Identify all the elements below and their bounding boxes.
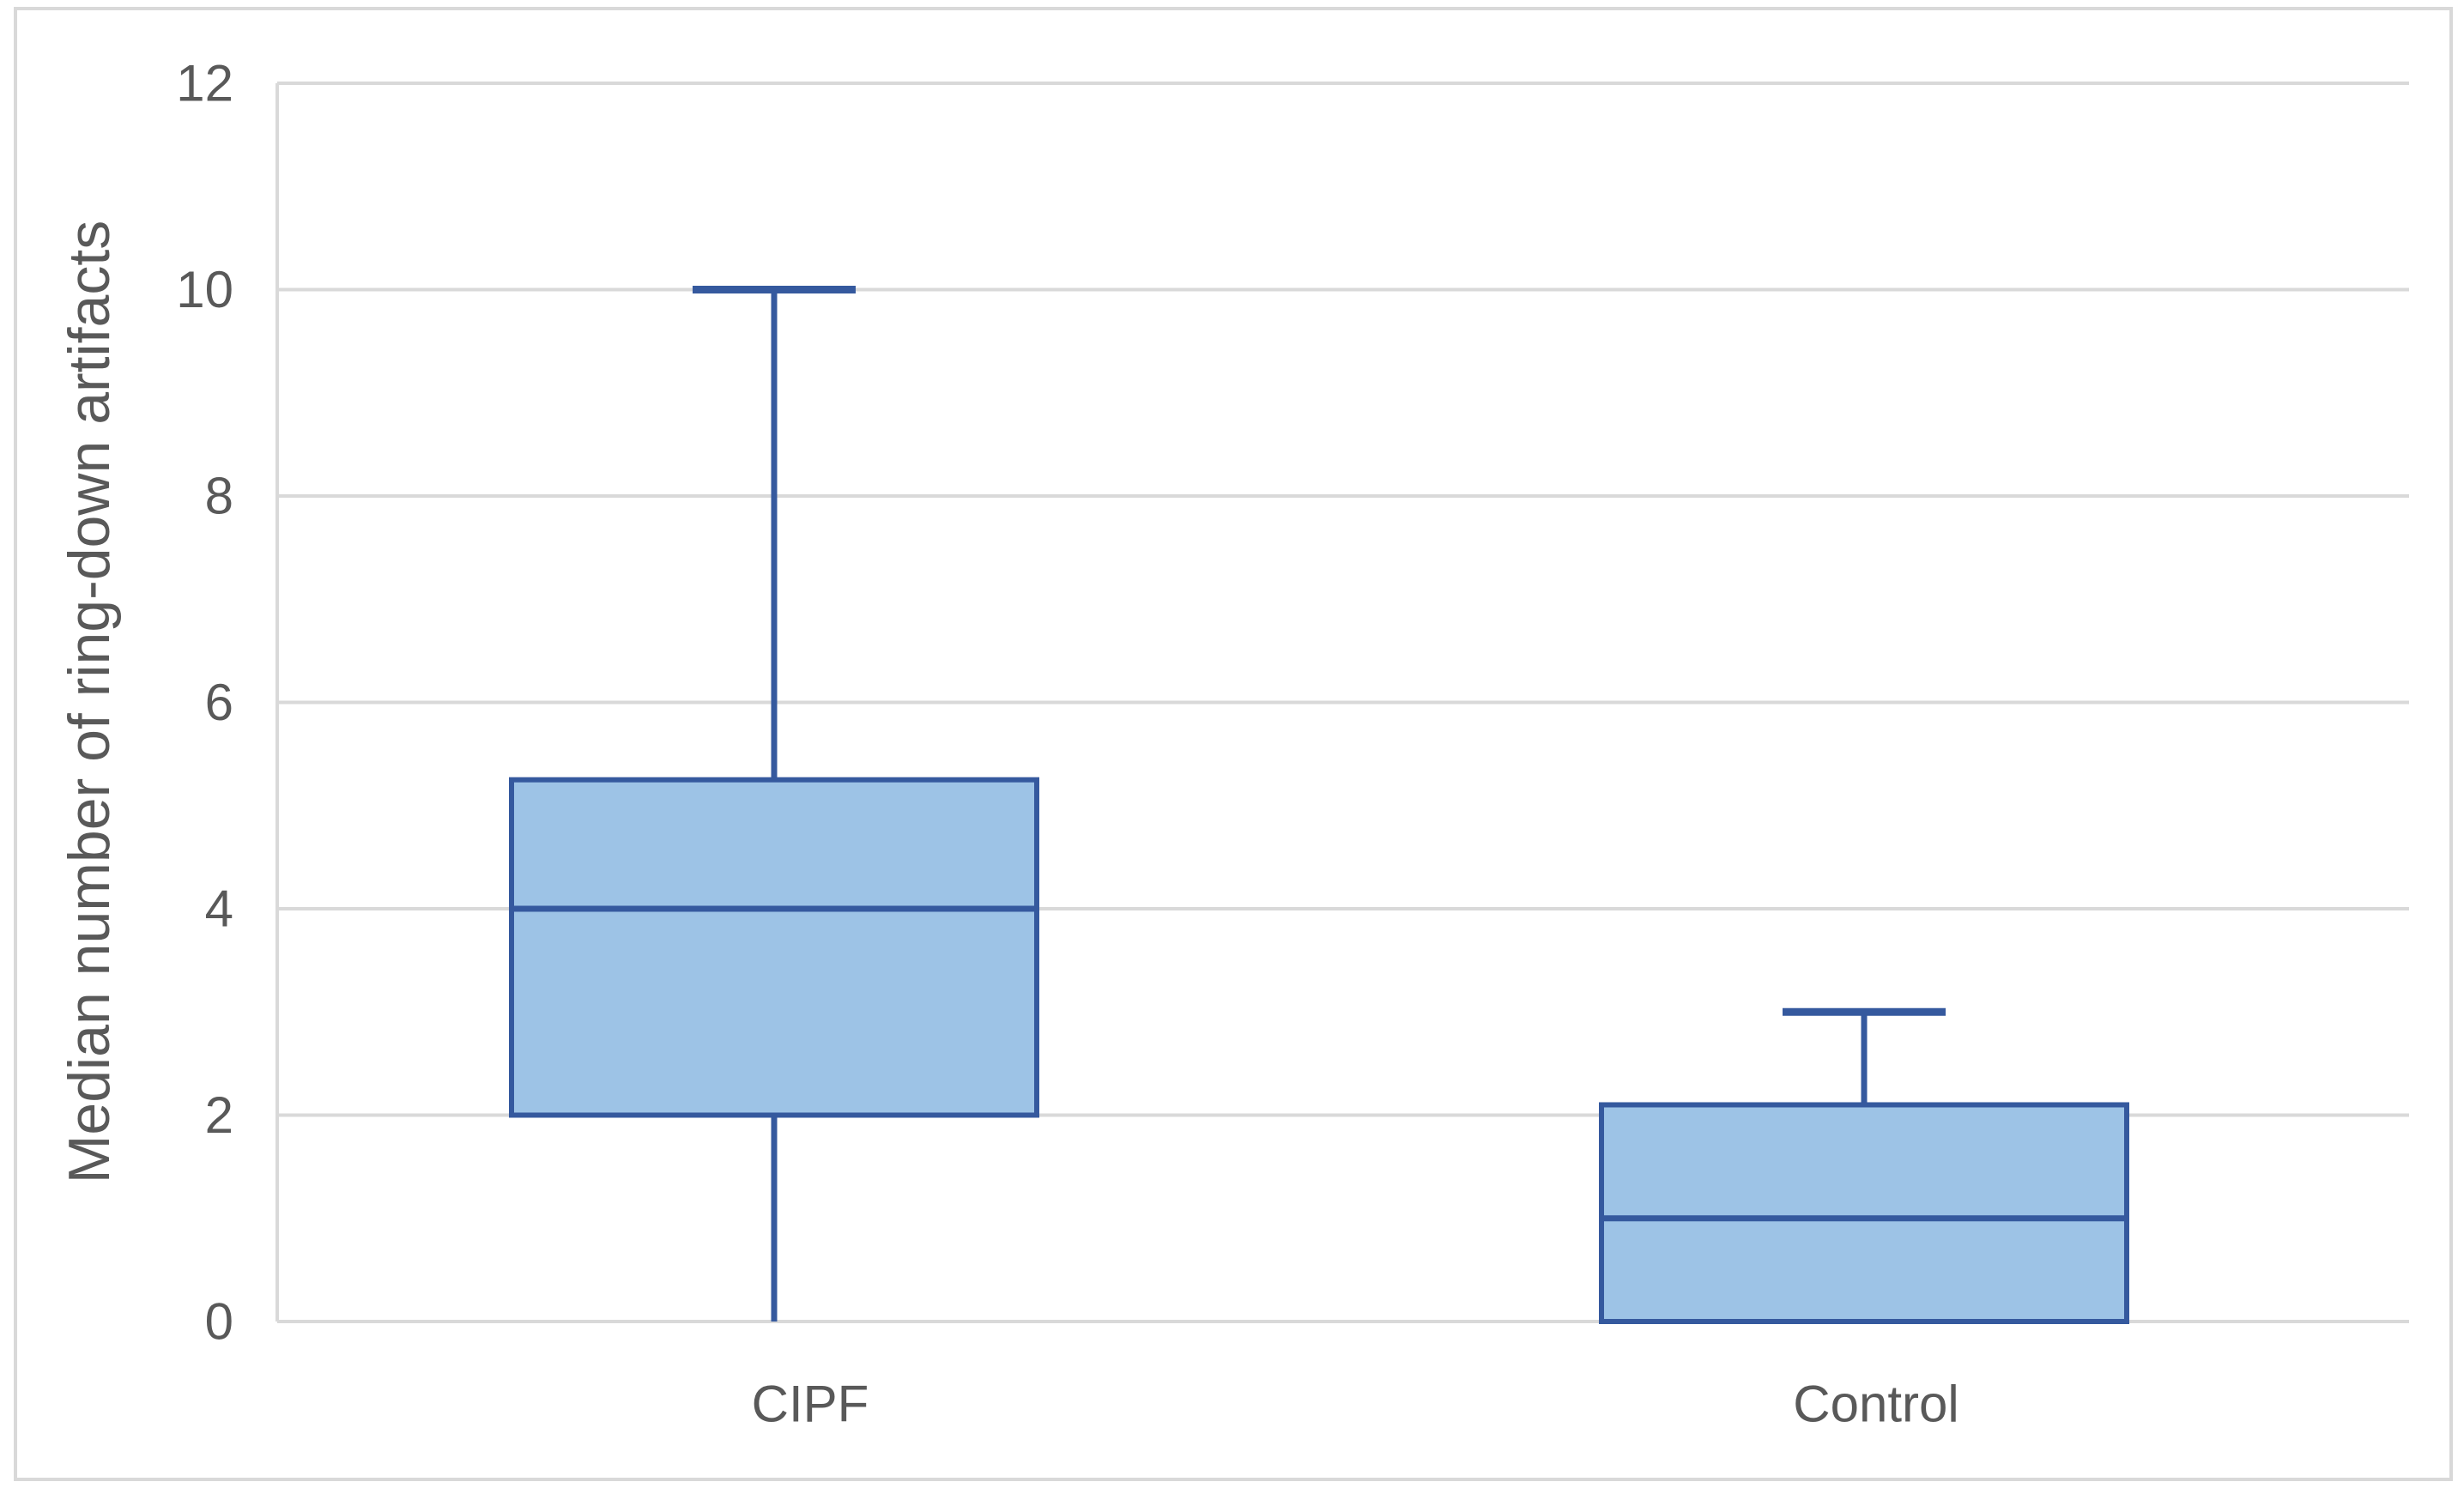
- y-tick-label-8: 8: [205, 468, 233, 525]
- y-tick-label-6: 6: [205, 674, 233, 731]
- label-layer: Median number of ring-down artifacts CIP…: [57, 221, 1959, 1433]
- category-label-control: Control: [1793, 1376, 1958, 1433]
- y-tick-label-10: 10: [176, 261, 233, 318]
- y-tick-label-12: 12: [176, 55, 233, 112]
- box-control: [1599, 1102, 2129, 1324]
- y-tick-label-0: 0: [205, 1293, 233, 1351]
- box-cipf: [509, 777, 1039, 1118]
- y-axis-title: Median number of ring-down artifacts: [57, 221, 122, 1184]
- y-tick-label-2: 2: [205, 1086, 233, 1144]
- box-layer: [509, 286, 2129, 1324]
- category-label-cipf: CIPF: [752, 1376, 869, 1433]
- y-tick-label-4: 4: [205, 880, 233, 938]
